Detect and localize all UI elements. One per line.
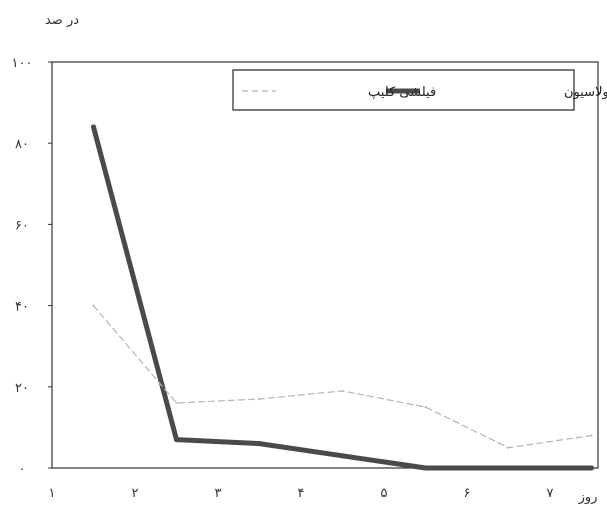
y-tick-label: ۱۰۰ (12, 56, 33, 71)
legend-label-electrocoagulation: الکتروکواگولاسیون (564, 84, 607, 100)
y-tick-label: ۴۰ (15, 300, 29, 315)
series-layer (91, 124, 594, 471)
y-tick-label: ۸۰ (15, 137, 29, 152)
plot-frame (51, 61, 599, 469)
x-ticks: ۱ ۲ ۳ ۴ ۵ ۶ ۷ (49, 486, 554, 501)
x-tick-label: ۲ (132, 486, 139, 501)
y-ticks: ۰ ۲۰ ۴۰ ۶۰ ۸۰ ۱۰۰ (12, 56, 52, 477)
x-tick-label: ۴ (298, 486, 305, 501)
data-point (91, 124, 96, 130)
data-point (92, 304, 95, 307)
y-tick-label: ۲۰ (15, 381, 29, 396)
data-point (590, 434, 593, 437)
data-point (340, 453, 345, 459)
y-axis-label: در صد (45, 13, 79, 28)
data-point (174, 437, 179, 443)
legend: الکتروکواگولاسیون فیلشی کلیپ (232, 69, 607, 111)
data-point (507, 446, 510, 449)
legend-label-filshie-clip: فیلشی کلیپ (368, 85, 436, 100)
data-point (257, 441, 262, 447)
x-tick-label: ۳ (215, 486, 222, 501)
data-point (423, 465, 428, 471)
x-tick-label: ۷ (547, 486, 554, 501)
y-tick-label: ۶۰ (15, 218, 29, 233)
data-point (589, 465, 594, 471)
data-point (424, 406, 427, 409)
data-point (506, 465, 511, 471)
x-axis-label: روز (578, 490, 598, 505)
data-point (175, 402, 178, 405)
x-tick-label: ۱ (49, 486, 56, 501)
y-tick-label: ۰ (19, 462, 26, 477)
data-point (341, 389, 344, 392)
data-point (258, 397, 261, 400)
x-tick-label: ۶ (464, 486, 471, 501)
x-tick-label: ۵ (381, 486, 388, 501)
